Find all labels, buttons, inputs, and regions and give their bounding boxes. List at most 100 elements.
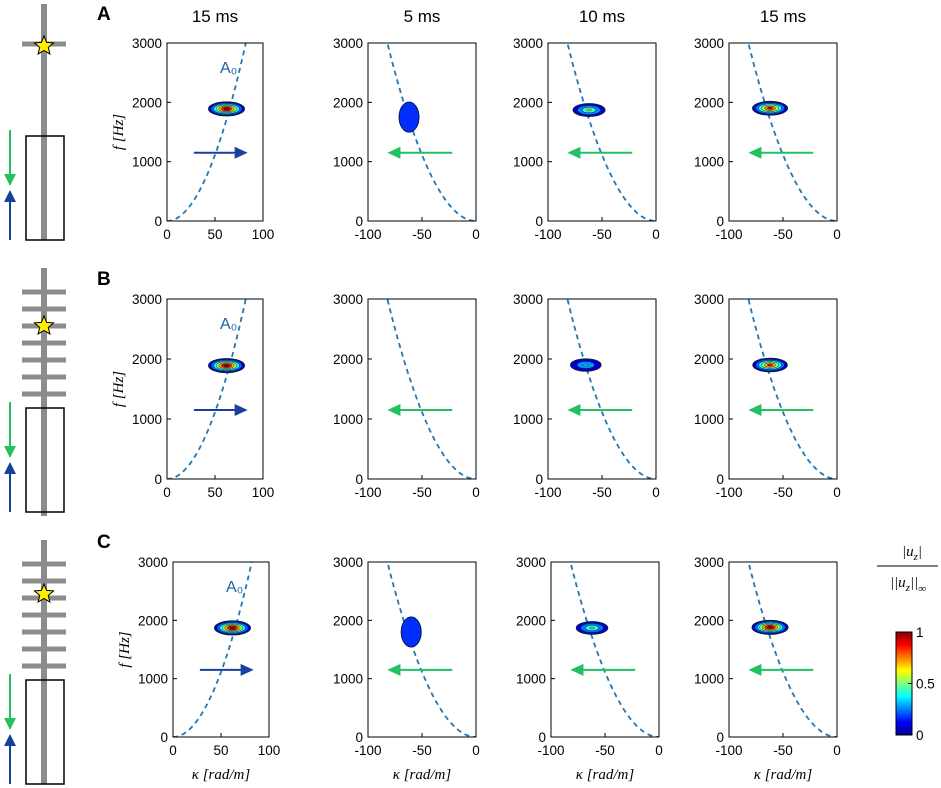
y-tick-label: 2000	[333, 352, 363, 367]
y-tick-label: 2000	[513, 95, 543, 110]
dispersion-curve	[167, 299, 247, 479]
wavenumber-contour	[575, 621, 609, 635]
x-tick-label: 0	[472, 743, 480, 758]
wavenumber-contour	[752, 100, 789, 116]
wavenumber-contour	[398, 101, 420, 133]
axes-box	[550, 561, 660, 738]
y-tick-label: 0	[716, 730, 724, 745]
panel-A-2: 5 ms 0 1000 2000 3000 -100 -50 0	[333, 7, 480, 242]
y-tick-label: 1000	[333, 155, 363, 170]
y-tick-label: 3000	[694, 555, 724, 570]
x-tick-label: -100	[715, 227, 742, 242]
y-tick-label: 3000	[138, 555, 168, 570]
y-tick-label: 2000	[516, 613, 546, 628]
x-tick-label: -50	[592, 227, 612, 242]
x-tick-label: 100	[252, 485, 275, 500]
x-tick-label: -100	[354, 743, 381, 758]
x-tick-label: -100	[354, 485, 381, 500]
wavenumber-contour	[400, 616, 422, 648]
incident-arrow-head	[4, 718, 16, 730]
direction-arrow-head	[748, 146, 762, 159]
colorbar-tick-label: 0	[916, 728, 924, 743]
x-axis-label: κ [rad/m]	[192, 767, 251, 783]
mode-label: A₀	[220, 60, 237, 77]
measurement-region-box	[25, 407, 65, 513]
colorbar-tick-label: 1	[916, 625, 924, 640]
axes-box	[547, 298, 657, 480]
y-tick-label: 1000	[694, 412, 724, 427]
y-tick-label: 0	[154, 472, 162, 487]
contour-level	[223, 364, 230, 367]
contour-level	[400, 616, 422, 648]
direction-arrow-head	[387, 404, 401, 416]
y-axis-label: f [Hz]	[117, 631, 133, 667]
source-star-icon	[33, 34, 55, 56]
contour-level	[589, 626, 595, 630]
colorbar-label-denominator: ||uz||∞	[890, 575, 926, 595]
axes-box	[728, 298, 838, 480]
waveguide-schematics	[4, 4, 66, 785]
direction-arrow-head	[570, 663, 584, 676]
wavenumber-contour	[214, 620, 252, 636]
row-label: B	[97, 269, 111, 290]
y-tick-label: 0	[535, 472, 543, 487]
y-tick-label: 1000	[333, 412, 363, 427]
direction-arrow-head	[234, 146, 248, 159]
direction-arrow-head	[234, 404, 248, 416]
x-tick-label: -100	[537, 743, 564, 758]
x-tick-label: -50	[773, 743, 793, 758]
x-tick-label: 50	[207, 227, 222, 242]
x-tick-label: 0	[163, 485, 171, 500]
x-tick-label: 0	[833, 485, 841, 500]
y-tick-label: 1000	[513, 412, 543, 427]
contour-level	[583, 363, 589, 367]
axes-box	[728, 42, 838, 222]
reflected-arrow-head	[4, 190, 16, 202]
dispersion-curve	[386, 562, 476, 737]
x-axis-label: κ [rad/m]	[393, 767, 452, 783]
y-tick-label: 1000	[516, 672, 546, 687]
axes-box	[547, 42, 657, 222]
direction-arrow-head	[748, 404, 762, 416]
y-tick-label: 0	[154, 214, 162, 229]
y-tick-label: 1000	[132, 412, 162, 427]
x-tick-label: -100	[534, 485, 561, 500]
colorbar: |uz| ||uz||∞ 0 0.5 1	[877, 544, 938, 743]
measurement-region-box	[25, 679, 65, 785]
y-tick-label: 0	[535, 214, 543, 229]
dispersion-curve	[386, 299, 476, 479]
reflected-arrow-head	[4, 734, 16, 746]
axes-box	[728, 561, 838, 738]
axes-box	[367, 561, 477, 738]
axes-box	[367, 298, 477, 480]
axes-box	[172, 561, 270, 738]
y-tick-label: 3000	[513, 292, 543, 307]
y-tick-label: 0	[355, 472, 363, 487]
x-tick-label: 100	[258, 743, 281, 758]
wavenumber-contour	[208, 101, 246, 117]
panel-B-1: 0 1000 2000 3000 0 50 100 A₀ f [Hz]	[111, 292, 275, 500]
y-tick-label: 3000	[694, 292, 724, 307]
wavenumber-contour	[751, 619, 789, 635]
y-tick-label: 0	[716, 214, 724, 229]
x-tick-label: -50	[412, 485, 432, 500]
x-tick-label: 0	[163, 227, 171, 242]
y-tick-label: 2000	[138, 613, 168, 628]
panel-A-4: 15 ms 0 1000 2000 3000 -100 -50 0	[694, 7, 841, 242]
wavenumber-contour	[572, 103, 606, 117]
wavenumber-contour	[208, 358, 246, 374]
panel-C-4: 0 1000 2000 3000 -100 -50 0 κ [rad/m]	[694, 555, 841, 783]
y-tick-label: 1000	[513, 155, 543, 170]
x-tick-label: -100	[534, 227, 561, 242]
contour-level	[229, 626, 236, 630]
axes-box	[166, 298, 264, 480]
x-tick-label: -100	[715, 743, 742, 758]
panel-A-3: 10 ms 0 1000 2000 3000 -100 -50 0	[513, 7, 660, 242]
x-tick-label: 0	[652, 485, 660, 500]
contour-level	[767, 363, 773, 367]
x-tick-label: -50	[773, 485, 793, 500]
y-tick-label: 0	[355, 214, 363, 229]
reflected-arrow-head	[4, 462, 16, 474]
direction-arrow-head	[567, 146, 581, 159]
